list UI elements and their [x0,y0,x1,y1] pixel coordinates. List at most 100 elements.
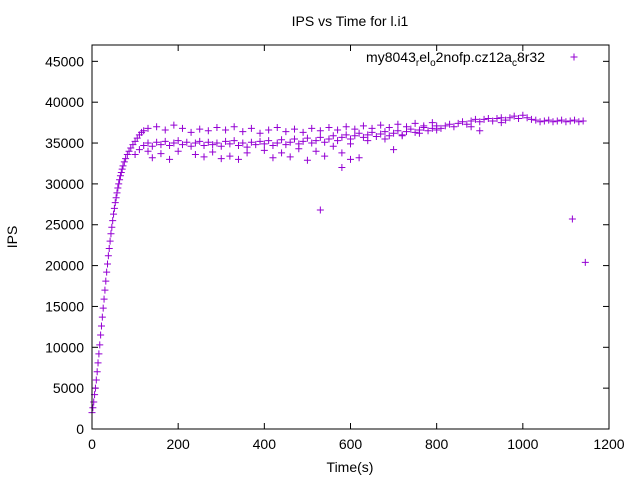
data-point [351,132,359,140]
y-tick-label: 30000 [45,176,84,192]
data-point [99,304,107,312]
data-point [187,142,195,150]
y-tick-label: 15000 [45,298,84,314]
data-point [338,133,346,141]
data-point [157,150,165,158]
data-point [247,124,255,132]
data-point [463,120,471,128]
data-point [239,128,247,136]
data-point [290,135,298,143]
data-point [278,136,286,144]
data-point [553,117,561,125]
data-point [295,145,303,153]
data-point [170,139,178,147]
data-point [260,140,268,148]
data-point [226,152,234,160]
data-point [131,150,139,158]
data-point [108,223,116,231]
data-point [187,128,195,136]
data-point [166,155,174,163]
data-point [394,120,402,128]
data-point [269,141,277,149]
data-point [381,128,389,136]
data-point [217,155,225,163]
y-tick-label: 20000 [45,258,84,274]
data-point [103,268,111,276]
data-point [191,150,199,158]
data-point [222,137,230,145]
data-point [390,129,398,137]
data-point [476,118,484,126]
data-point [178,124,186,132]
data-point [566,117,574,125]
data-point [93,368,101,376]
data-point [549,118,557,126]
data-point [265,126,273,134]
data-point [278,149,286,157]
data-point [368,124,376,132]
data-point [351,125,359,133]
data-point [303,156,311,164]
data-point [459,118,467,126]
data-point [575,118,583,126]
data-point [183,138,191,146]
x-tick-label: 0 [88,436,96,452]
data-point [110,210,118,218]
data-point [96,341,104,349]
data-point [338,164,346,172]
y-tick-label: 0 [76,421,84,437]
data-point [265,137,273,145]
data-point [581,258,589,266]
data-point [120,158,128,166]
data-point [174,137,182,145]
data-point [489,117,497,125]
data-point [579,117,587,125]
data-point [411,128,419,136]
data-point [100,295,108,303]
x-tick-label: 800 [425,436,449,452]
data-point [316,206,324,214]
data-point [497,119,505,127]
legend-label-part: 2nofp.cz12a [436,49,512,65]
data-point [119,162,127,170]
data-point [433,126,441,134]
data-point [256,129,264,137]
data-point [113,189,121,197]
legend-label-part: el [419,49,430,65]
data-point [290,125,298,133]
data-point [230,137,238,145]
data-point [174,147,182,155]
data-point [106,237,114,245]
data-point [104,260,112,268]
data-point [441,122,449,130]
data-point [140,141,148,149]
data-point [91,384,99,392]
data-point [303,134,311,142]
data-point [407,125,415,133]
y-axis-ticks: 0 5000 10000 15000 20000 25000 30000 35000 40000… [45,53,609,437]
data-point [321,152,329,160]
data-point [476,127,484,135]
data-point [157,141,165,149]
legend: my8043relo2nofp.cz12ac8r32 [366,49,578,69]
data-point [252,141,260,149]
data-point [114,184,122,192]
x-tick-label: 200 [166,436,190,452]
data-point [282,128,290,136]
data-point [269,154,277,162]
data-point [222,126,230,134]
data-point [286,138,294,146]
data-point [144,147,152,155]
legend-label-subscript: c [512,58,517,69]
data-point [98,313,106,321]
data-point [110,204,118,212]
data-point [312,147,320,155]
data-point [450,123,458,131]
data-point [523,114,531,122]
data-point [454,119,462,127]
data-point [411,119,419,127]
data-point [316,127,324,135]
y-tick-label: 5000 [53,380,84,396]
plot-frame [91,44,610,430]
data-point [372,133,380,141]
